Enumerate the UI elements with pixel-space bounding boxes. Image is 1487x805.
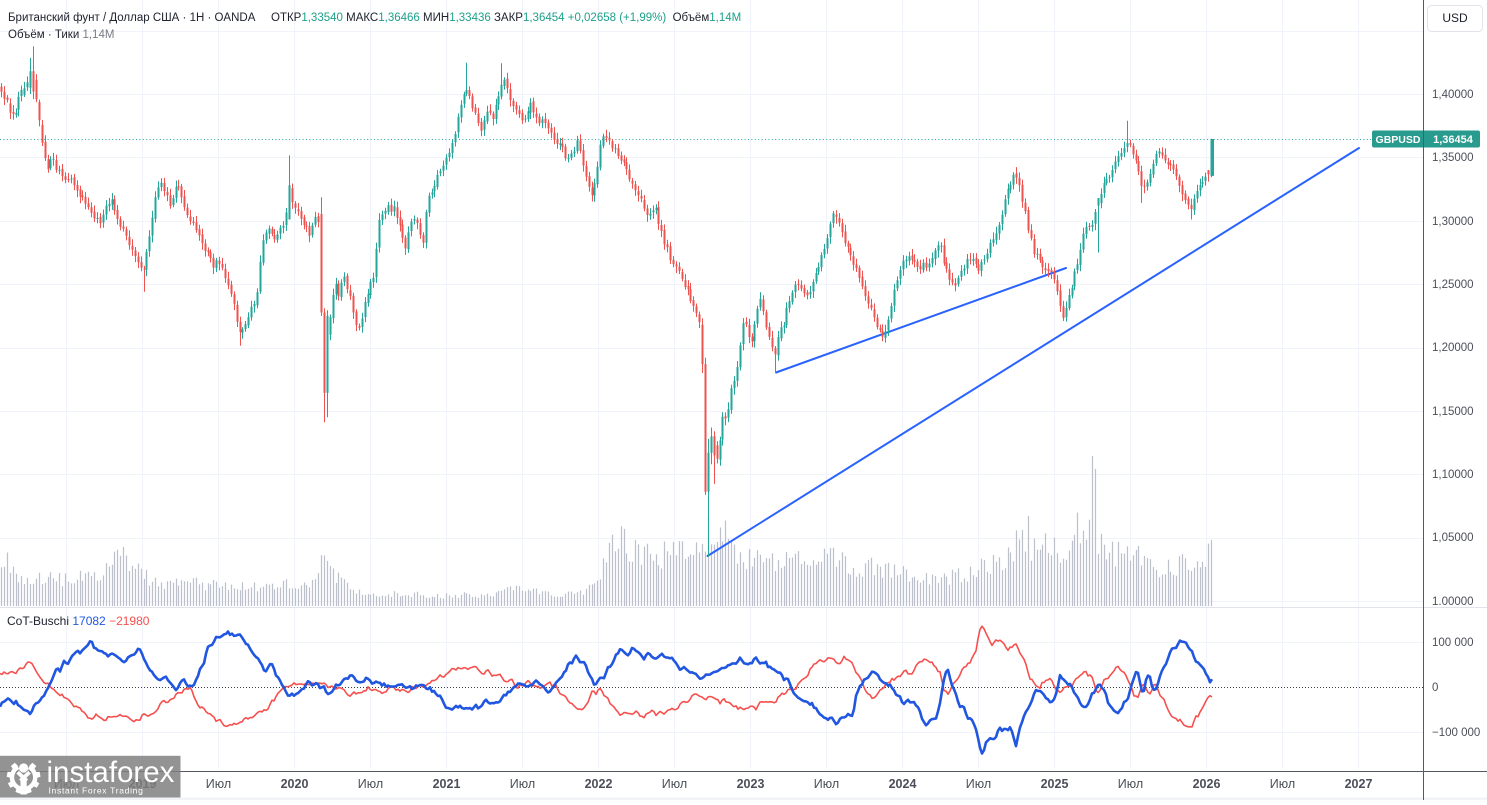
- svg-text:CoT-Buschi 17082 −21980: CoT-Buschi 17082 −21980: [7, 614, 150, 628]
- svg-text:0: 0: [1432, 682, 1438, 694]
- svg-text:1,25000: 1,25000: [1432, 279, 1474, 291]
- svg-text:Июл: Июл: [814, 777, 839, 791]
- svg-text:1,36454: 1,36454: [1433, 134, 1474, 146]
- svg-text:Объём · Тики 1,14М: Объём · Тики 1,14М: [8, 29, 114, 41]
- svg-text:2027: 2027: [1345, 777, 1373, 791]
- svg-text:Июл: Июл: [358, 777, 383, 791]
- svg-text:Июл: Июл: [1270, 777, 1295, 791]
- svg-text:1,20000: 1,20000: [1432, 342, 1474, 354]
- svg-text:Июл: Июл: [206, 777, 231, 791]
- svg-text:2023: 2023: [737, 777, 765, 791]
- svg-text:1,30000: 1,30000: [1432, 216, 1474, 228]
- svg-text:1,40000: 1,40000: [1432, 89, 1474, 101]
- svg-text:Июл: Июл: [662, 777, 687, 791]
- svg-text:Instant Forex Trading: Instant Forex Trading: [49, 785, 144, 795]
- svg-text:GBPUSD: GBPUSD: [1376, 134, 1421, 146]
- svg-text:Июл: Июл: [1118, 777, 1143, 791]
- svg-text:1,10000: 1,10000: [1432, 469, 1474, 481]
- svg-text:2020: 2020: [281, 777, 309, 791]
- svg-text:2025: 2025: [1041, 777, 1069, 791]
- svg-text:1,15000: 1,15000: [1432, 406, 1474, 418]
- svg-text:1,35000: 1,35000: [1432, 152, 1474, 164]
- svg-text:ОТКР1,33540 МАКС1,36466 МИН1,3: ОТКР1,33540 МАКС1,36466 МИН1,33436 ЗАКР1…: [271, 12, 741, 24]
- svg-text:100 000: 100 000: [1432, 637, 1474, 649]
- svg-text:2026: 2026: [1193, 777, 1221, 791]
- svg-text:1,05000: 1,05000: [1432, 532, 1474, 544]
- svg-text:instaforex: instaforex: [47, 756, 175, 789]
- svg-text:2024: 2024: [889, 777, 917, 791]
- svg-text:−100 000: −100 000: [1432, 727, 1480, 739]
- svg-text:Июл: Июл: [510, 777, 535, 791]
- svg-text:USD: USD: [1442, 11, 1468, 25]
- svg-text:Британский фунт / Доллар США ·: Британский фунт / Доллар США · 1Н · OAND…: [8, 12, 256, 24]
- svg-text:2022: 2022: [585, 777, 613, 791]
- svg-text:2021: 2021: [433, 777, 461, 791]
- svg-text:1.00000: 1.00000: [1432, 596, 1474, 608]
- svg-text:Июл: Июл: [966, 777, 991, 791]
